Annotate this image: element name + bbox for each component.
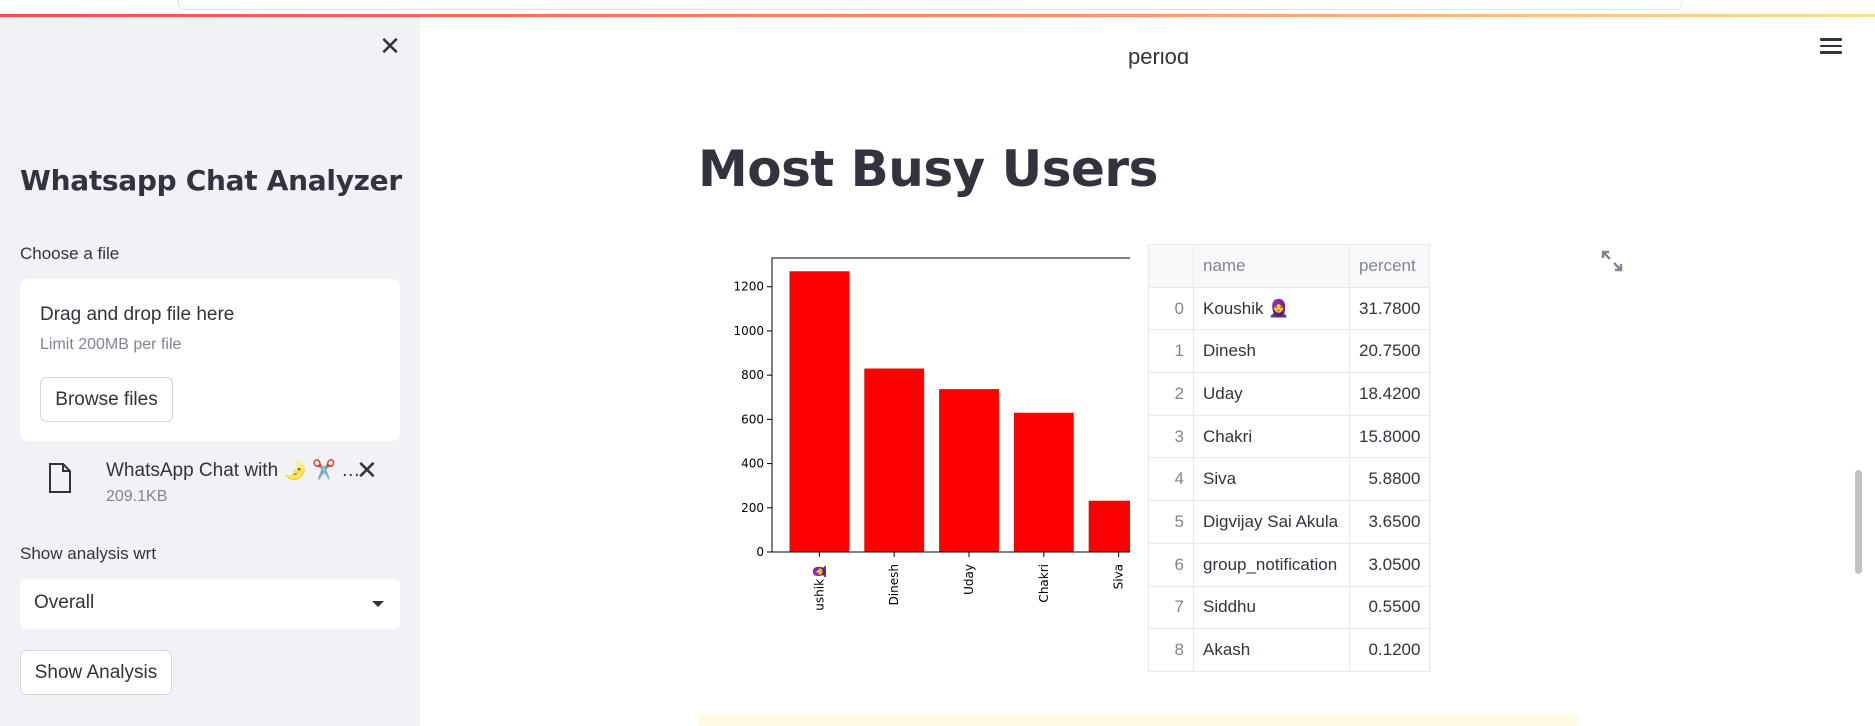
scrollbar-thumb[interactable]	[1855, 470, 1862, 574]
table-row[interactable]: 1 Dinesh 20.7500	[1148, 329, 1431, 374]
row-index: 3	[1148, 414, 1194, 459]
table-row[interactable]: 2 Uday 18.4200	[1148, 372, 1431, 416]
analysis-select-value: Overall	[34, 592, 95, 613]
y-tick-label: 1000	[733, 324, 764, 338]
analysis-select-label: Show analysis wrt	[20, 544, 157, 563]
row-index: 6	[1148, 542, 1194, 587]
row-percent: 31.7800	[1348, 286, 1431, 331]
scrollbar-track[interactable]	[1857, 17, 1875, 726]
row-name: Siddhu	[1193, 585, 1350, 630]
x-tick-label: Siva	[1112, 564, 1126, 589]
row-percent: 0.1200	[1348, 628, 1431, 672]
app-title: Whatsapp Chat Analyzer	[20, 164, 402, 197]
row-index: 0	[1148, 286, 1194, 331]
chart-bar	[1013, 412, 1074, 552]
y-tick-label: 600	[741, 412, 764, 426]
table-row[interactable]: 4 Siva 5.8800	[1148, 457, 1431, 502]
chart-bar	[864, 368, 925, 552]
table-row[interactable]: 7 Siddhu 0.5500	[1148, 585, 1431, 630]
row-name: Koushik 🧕	[1193, 286, 1350, 331]
busy-users-table[interactable]: name percent 0 Koushik 🧕 31.7800 1 Dinesh 20.…	[1148, 244, 1431, 672]
x-tick-label: Uday	[962, 564, 976, 595]
y-tick-label: 400	[741, 457, 764, 471]
row-percent: 3.6500	[1348, 500, 1431, 544]
x-tick-label: Koushik🧕	[812, 564, 826, 610]
row-name: Dinesh	[1193, 329, 1350, 374]
remove-file-icon[interactable]: ✕	[356, 455, 378, 485]
file-size: 209.1KB	[106, 488, 168, 505]
chart-bar	[1088, 500, 1130, 552]
previous-section-heading: period	[1128, 52, 1190, 69]
show-analysis-button[interactable]: Show Analysis	[20, 650, 172, 695]
row-name: Siva	[1193, 457, 1350, 502]
file-name: WhatsApp Chat with 🌛 ✂️ …	[106, 460, 361, 481]
file-icon	[49, 463, 71, 493]
table-header-name[interactable]: name	[1193, 244, 1350, 288]
dropzone-title: Drag and drop file here	[40, 304, 235, 325]
row-name: Akash	[1193, 628, 1350, 672]
chevron-down-icon	[372, 601, 384, 607]
row-percent: 0.5500	[1348, 585, 1431, 630]
table-row[interactable]: 6 group_notification 3.0500	[1148, 542, 1431, 587]
row-percent: 18.4200	[1348, 372, 1431, 416]
close-sidebar-icon[interactable]: ✕	[379, 31, 401, 61]
analysis-select[interactable]: Overall	[20, 579, 400, 629]
file-dropzone[interactable]: Drag and drop file here Limit 200MB per …	[20, 279, 400, 441]
row-percent: 15.8000	[1348, 414, 1431, 459]
x-tick-label: Chakri	[1037, 564, 1051, 603]
table-index-header	[1148, 244, 1194, 288]
chart-bar	[789, 271, 850, 552]
row-index: 1	[1148, 329, 1194, 374]
row-percent: 3.0500	[1348, 542, 1431, 587]
y-tick-label: 1200	[733, 280, 764, 294]
row-name: Chakri	[1193, 414, 1350, 459]
chart-bar	[939, 389, 999, 552]
busy-users-bar-chart: 0 200 400 600 800 1000 1200 Koushik🧕 Dinesh Uday C…	[733, 257, 1130, 610]
row-index: 2	[1148, 372, 1194, 416]
y-tick-label: 0	[756, 545, 764, 559]
y-tick-label: 200	[741, 501, 764, 515]
table-header-percent[interactable]: percent	[1348, 244, 1431, 288]
y-tick-label: 800	[741, 368, 764, 382]
row-index: 8	[1148, 628, 1194, 672]
header-decoration-bar	[0, 14, 1875, 17]
x-tick-label: Dinesh	[887, 564, 901, 605]
dropzone-limit: Limit 200MB per file	[40, 336, 182, 353]
section-title: Most Busy Users	[698, 140, 1158, 198]
row-name: Uday	[1193, 372, 1350, 416]
row-percent: 5.8800	[1348, 457, 1431, 502]
row-name: Digvijay Sai Akula	[1193, 500, 1350, 544]
row-index: 4	[1148, 457, 1194, 502]
row-percent: 20.7500	[1348, 329, 1431, 374]
main-content	[420, 17, 1857, 726]
row-name: group_notification	[1193, 542, 1350, 587]
fullscreen-expand-icon[interactable]	[1601, 250, 1623, 272]
menu-icon[interactable]	[1820, 38, 1842, 56]
row-index: 5	[1148, 500, 1194, 544]
table-row[interactable]: 3 Chakri 15.8000	[1148, 414, 1431, 459]
address-bar[interactable]	[178, 0, 1682, 10]
table-row[interactable]: 5 Digvijay Sai Akula 3.6500	[1148, 500, 1431, 544]
next-section-box	[698, 714, 1578, 726]
uploaded-file: WhatsApp Chat with 🌛 ✂️ … 209.1KB ✕	[40, 455, 400, 515]
row-index: 7	[1148, 585, 1194, 630]
table-row[interactable]: 8 Akash 0.1200	[1148, 628, 1431, 672]
table-row[interactable]: 0 Koushik 🧕 31.7800	[1148, 286, 1431, 331]
browser-top-strip	[0, 0, 1875, 17]
file-uploader-label: Choose a file	[20, 244, 120, 263]
browse-files-button[interactable]: Browse files	[40, 377, 173, 422]
